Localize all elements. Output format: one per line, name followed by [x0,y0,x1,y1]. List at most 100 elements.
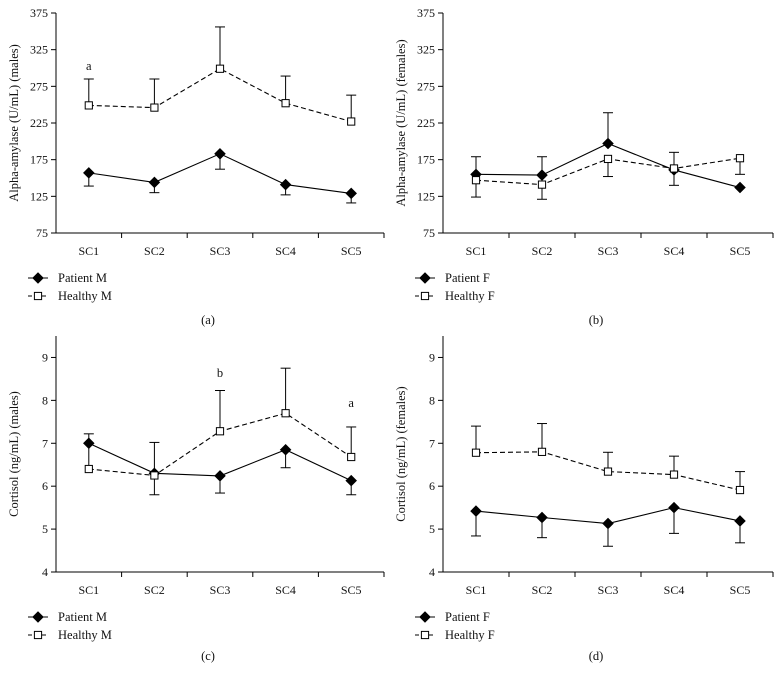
annotation-label: a [86,59,92,73]
x-tick-label: SC5 [730,583,751,597]
y-tick-label: 225 [417,116,435,130]
y-tick-label: 7 [42,436,48,450]
data-point-1 [735,182,745,192]
data-point-1 [280,445,290,455]
chart-panel-4: 4 5 6 7 8 9 SC1 SC2 SC3 SC4 SC5 Cortisol (ng/mL) (f… [394,336,773,663]
legend-label: Healthy F [445,628,495,642]
y-tick-label: 5 [42,522,48,536]
x-tick-label: SC5 [730,244,751,258]
data-point-2 [604,155,611,162]
data-point-1 [280,179,290,189]
y-tick-label: 325 [417,43,435,57]
y-tick-label: 325 [30,43,48,57]
x-tick-label: SC3 [210,244,231,258]
data-point-1 [84,168,94,178]
x-tick-label: SC2 [532,244,553,258]
x-tick-label: SC4 [275,244,296,258]
data-point-2 [670,165,677,172]
y-tick-label: 6 [42,479,48,493]
legend-marker [33,612,43,622]
y-axis-label: Alpha-amylase (U/mL) (females) [394,39,408,206]
chart-panel-2: 75 125 175 225 275 325 375 SC1 SC2 SC3 SC4 SC5 Alpha… [394,6,773,327]
legend-marker [420,273,430,283]
data-point-2 [216,428,223,435]
data-point-2 [670,471,677,478]
data-point-1 [603,138,613,148]
chart-panel-1: 75 125 175 225 275 325 375 SC1 SC2 SC3 SC4 SC5 Alpha… [7,6,384,327]
data-point-1 [84,438,94,448]
x-tick-label: SC1 [466,583,487,597]
y-tick-label: 225 [30,116,48,130]
y-tick-label: 75 [423,226,435,240]
legend-marker [421,292,428,299]
y-tick-label: 5 [429,522,435,536]
data-point-2 [151,104,158,111]
x-tick-label: SC1 [78,583,99,597]
data-point-2 [736,486,743,493]
y-tick-label: 75 [36,226,48,240]
panel-label: (a) [201,313,215,327]
data-point-1 [669,502,679,512]
data-point-1 [537,512,547,522]
legend-label: Patient F [445,610,490,624]
data-point-1 [471,506,481,516]
data-point-2 [216,65,223,72]
chart-panel-3: 4 5 6 7 8 9 SC1 SC2 SC3 SC4 SC5 Cortisol (ng/mL) (m… [7,336,384,663]
data-point-2 [604,468,611,475]
y-tick-label: 275 [417,79,435,93]
legend-label: Patient F [445,271,490,285]
y-tick-label: 4 [42,565,48,579]
data-point-2 [472,449,479,456]
panel-label: (b) [589,313,604,327]
data-point-2 [282,410,289,417]
x-tick-label: SC4 [664,583,685,597]
y-tick-label: 8 [42,393,48,407]
annotation-label: a [348,396,354,410]
y-axis-label: Cortisol (ng/mL) (males) [7,391,21,517]
legend-label: Patient M [58,610,107,624]
x-tick-label: SC2 [144,244,165,258]
data-point-1 [149,177,159,187]
x-tick-label: SC5 [341,244,362,258]
y-axis-label: Cortisol (ng/mL) (females) [394,386,408,521]
y-tick-label: 175 [30,153,48,167]
data-point-2 [85,465,92,472]
legend-marker [34,631,41,638]
y-tick-label: 275 [30,79,48,93]
y-tick-label: 175 [417,153,435,167]
legend-marker [33,273,43,283]
data-point-1 [215,149,225,159]
legend-label: Patient M [58,271,107,285]
x-tick-label: SC3 [598,244,619,258]
x-tick-label: SC5 [341,583,362,597]
x-tick-label: SC1 [78,244,99,258]
y-tick-label: 4 [429,565,435,579]
data-point-1 [537,170,547,180]
data-point-2 [151,472,158,479]
y-tick-label: 9 [42,350,48,364]
x-tick-label: SC4 [275,583,296,597]
data-point-1 [215,471,225,481]
series-line-2 [89,69,351,122]
y-tick-label: 6 [429,479,435,493]
y-axis-label: Alpha-amylase (U/mL) (males) [7,44,21,202]
legend-marker [420,612,430,622]
y-tick-label: 125 [30,189,48,203]
y-tick-label: 375 [417,6,435,20]
data-point-1 [603,518,613,528]
data-point-2 [348,118,355,125]
data-point-1 [346,188,356,198]
data-point-2 [736,155,743,162]
x-tick-label: SC2 [532,583,553,597]
legend-label: Healthy M [58,628,112,642]
data-point-2 [85,102,92,109]
data-point-2 [538,181,545,188]
figure: 75125175225275325375SC1 SC2 SC3 SC4 SC5Alpha… [0,0,782,673]
panel-label: (d) [589,649,604,663]
y-tick-label: 9 [429,350,435,364]
x-tick-label: SC4 [664,244,685,258]
y-tick-label: 8 [429,393,435,407]
legend-marker [421,631,428,638]
x-tick-label: SC3 [598,583,619,597]
data-point-1 [346,475,356,485]
